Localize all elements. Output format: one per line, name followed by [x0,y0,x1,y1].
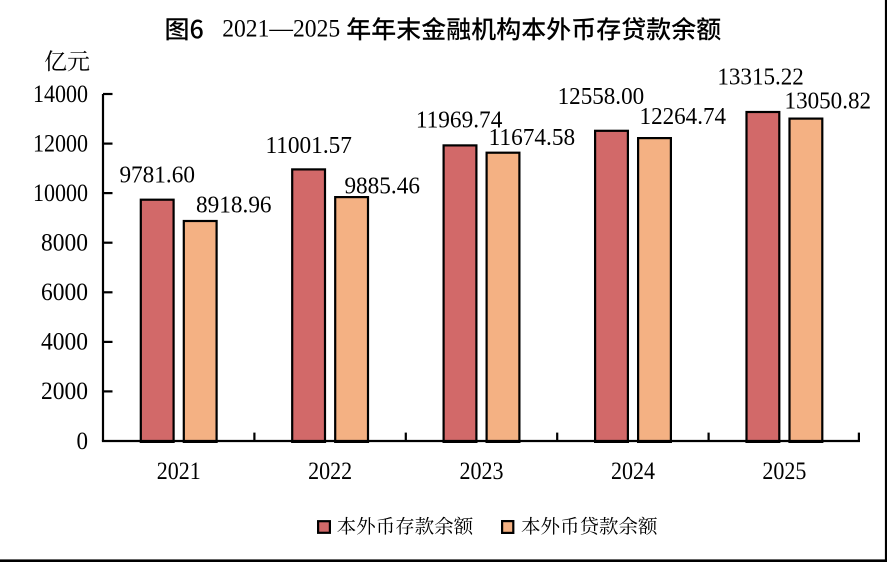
svg-text:13315.22: 13315.22 [717,64,804,91]
svg-text:9885.46: 9885.46 [344,173,420,200]
svg-text:8000: 8000 [41,230,88,257]
svg-text:10000: 10000 [33,180,88,207]
svg-text:11969.74: 11969.74 [416,106,503,133]
svg-text:0: 0 [77,428,89,455]
svg-text:13050.82: 13050.82 [785,88,872,115]
svg-text:2021: 2021 [157,458,201,485]
svg-text:12558.00: 12558.00 [558,83,645,110]
svg-text:11674.58: 11674.58 [489,124,576,151]
svg-text:12264.74: 12264.74 [640,103,727,130]
svg-text:2022: 2022 [308,458,352,485]
svg-text:2000: 2000 [41,378,88,405]
svg-text:4000: 4000 [41,329,88,356]
svg-text:2024: 2024 [611,458,655,485]
svg-text:2023: 2023 [460,458,504,485]
svg-text:2021—2025: 2021—2025 [222,16,340,43]
svg-text:9781.60: 9781.60 [119,161,195,188]
svg-text:8918.96: 8918.96 [196,191,272,218]
svg-text:14000: 14000 [33,81,88,108]
svg-text:11001.57: 11001.57 [265,132,352,159]
svg-text:12000: 12000 [33,130,88,157]
svg-text:6000: 6000 [41,279,88,306]
svg-text:2025: 2025 [762,458,806,485]
